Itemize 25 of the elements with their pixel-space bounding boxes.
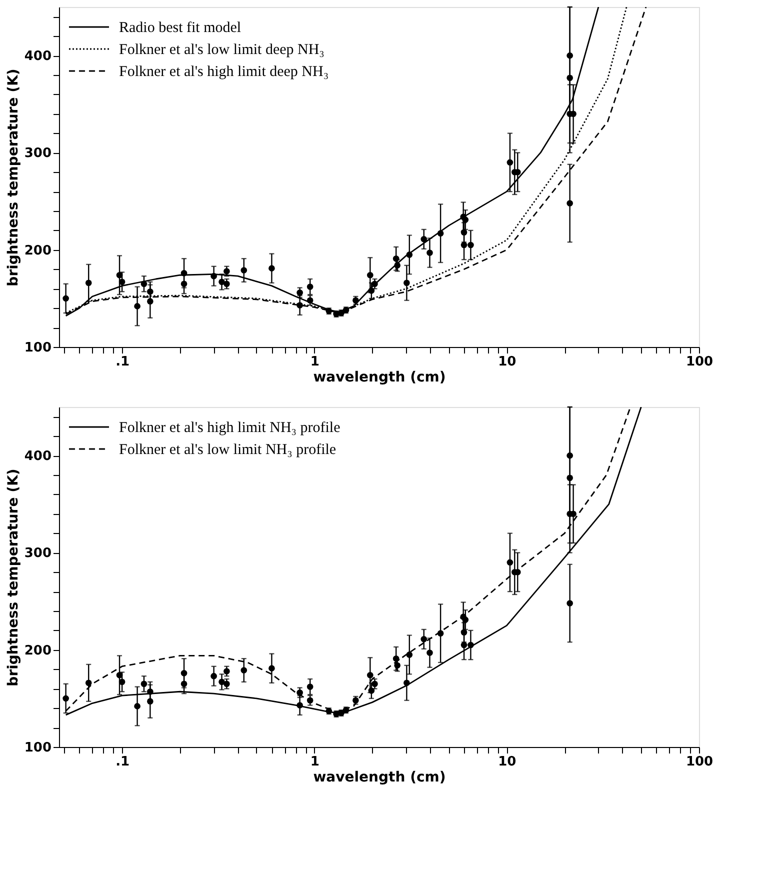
legend-label: Folkner et al's high limit deep NH₃ [119,64,329,80]
y-tick-label: 200 [24,643,52,658]
x-axis-title: wavelength (cm) [313,770,446,786]
y-tick-label: 400 [24,49,52,64]
y-tick-label: 100 [24,740,52,756]
legend-label: Folkner et al's low limit NH₃ profile [119,442,336,458]
y-axis-title: brightness temperature (K) [5,68,22,286]
x-tick-label: 10 [498,354,516,370]
x-tick-label: 100 [686,354,714,370]
legend-label: Folkner et al's low limit deep NH₃ [119,42,324,58]
x-tick-label: .1 [116,354,130,370]
x-tick-label: 100 [686,754,714,770]
x-tick-label: .1 [116,754,130,770]
y-tick-label: 400 [24,449,52,464]
x-axis-title: wavelength (cm) [313,370,446,386]
y-axis-title: brightness temperature (K) [5,468,22,686]
x-tick-label: 1 [310,754,320,770]
y-tick-label: 300 [24,146,52,162]
y-tick-label: 100 [24,340,52,356]
y-tick-label: 300 [24,546,52,562]
x-tick-label: 1 [310,354,320,370]
legend-label: Radio best fit model [119,20,242,36]
x-tick-label: 10 [498,754,516,770]
y-tick-label: 200 [24,243,52,258]
legend-label: Folkner et al's high limit NH₃ profile [119,420,341,436]
